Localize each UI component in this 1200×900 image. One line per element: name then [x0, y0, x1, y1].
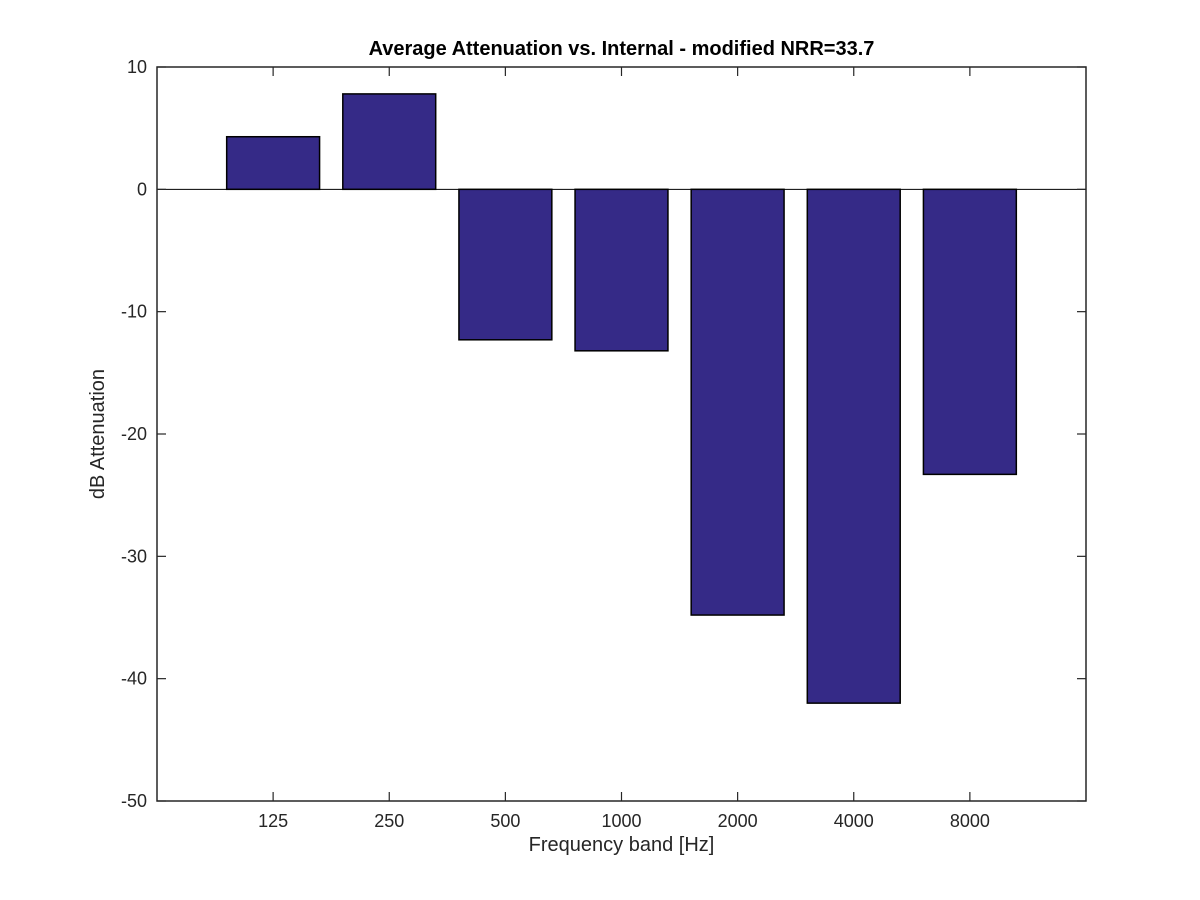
x-tick-label-125: 125	[258, 811, 288, 831]
chart-title: Average Attenuation vs. Internal - modif…	[369, 38, 875, 60]
x-tick-label-1000: 1000	[601, 811, 641, 831]
y-tick-label: -30	[121, 546, 147, 566]
x-tick-label-2000: 2000	[718, 811, 758, 831]
x-tick-label-500: 500	[490, 811, 520, 831]
bar-8000	[922, 188, 1018, 476]
bar-500	[458, 188, 553, 341]
x-tick-label-8000: 8000	[950, 811, 990, 831]
x-tick-label-4000: 4000	[834, 811, 874, 831]
bar-4000	[806, 188, 901, 704]
y-tick-label: -50	[121, 791, 147, 811]
y-tick-label: -20	[121, 424, 147, 444]
bar-2000	[690, 188, 785, 616]
bar-125	[225, 135, 321, 191]
bar-250	[342, 93, 437, 191]
axes-box	[156, 66, 1087, 802]
y-tick-label: 10	[127, 57, 147, 77]
y-axis-title: dB Attenuation	[87, 369, 109, 499]
x-tick-label-250: 250	[374, 811, 404, 831]
x-axis-title: Frequency band [Hz]	[529, 834, 715, 856]
x-axis-ticks: 125 250 500 1000 2000 4000 8000	[258, 67, 990, 831]
y-tick-label: -10	[121, 302, 147, 322]
y-tick-label: 0	[137, 179, 147, 199]
bar-1000	[574, 188, 669, 352]
y-tick-label: -40	[121, 669, 147, 689]
